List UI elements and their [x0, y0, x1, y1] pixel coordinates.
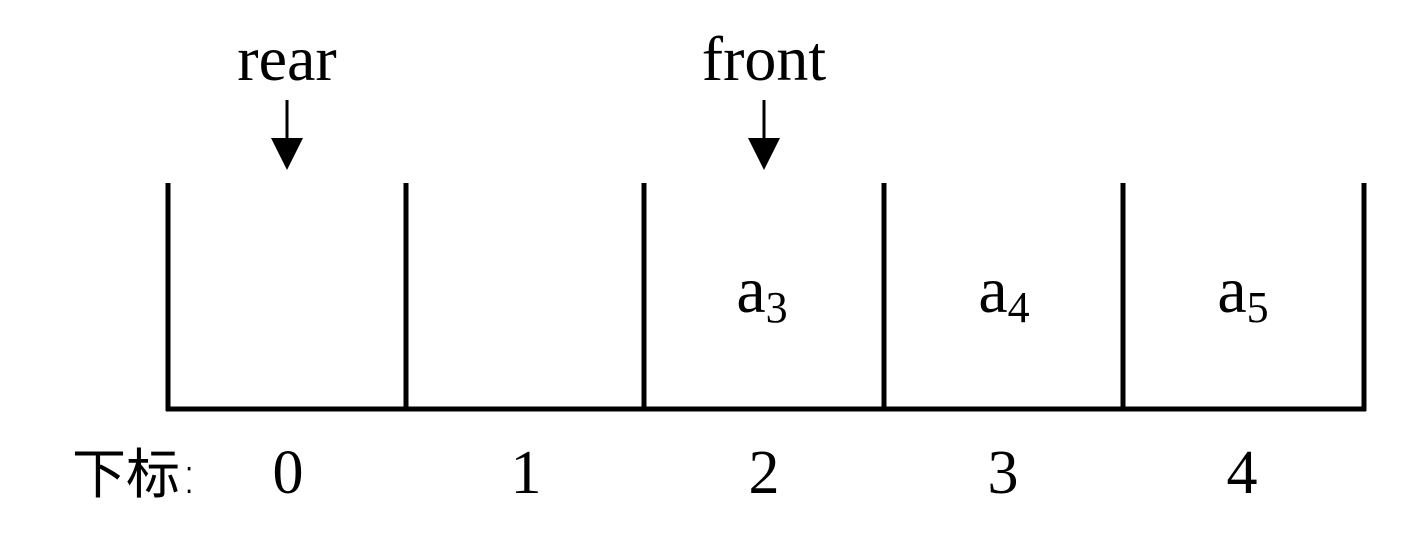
rear-label: rear	[237, 23, 336, 94]
index-label-3: 3	[988, 439, 1019, 507]
front-label: front	[702, 23, 827, 94]
cell-element-2: a3	[736, 254, 787, 332]
index-label-0: 0	[273, 439, 304, 507]
front-arrow-head	[748, 138, 780, 170]
cell-element-3: a4	[978, 254, 1029, 332]
index-label-1: 1	[511, 439, 542, 507]
index-label-4: 4	[1227, 439, 1258, 507]
cell-element-4: a5	[1217, 254, 1268, 332]
index-prefix: 下标:	[72, 443, 198, 506]
rear-arrow-head	[271, 138, 303, 170]
index-label-2: 2	[749, 439, 780, 507]
front-pointer: front	[702, 23, 827, 170]
rear-pointer: rear	[237, 23, 337, 170]
queue-array	[165, 183, 1367, 412]
